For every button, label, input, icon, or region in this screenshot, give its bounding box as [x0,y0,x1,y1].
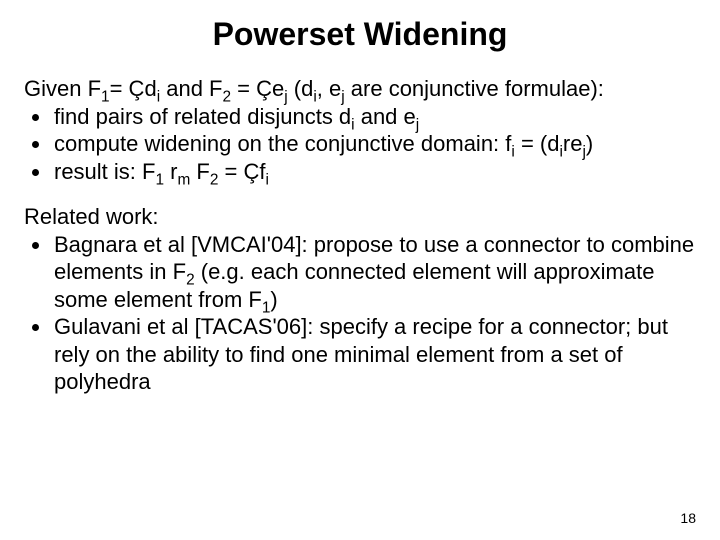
page-number: 18 [680,510,696,526]
list-item: compute widening on the conjunctive doma… [52,130,696,158]
txt: = Çe [231,76,284,101]
bullets-1: find pairs of related disjuncts d i and e… [24,103,696,186]
sub-i: i [266,171,269,188]
txt: (d [288,76,314,101]
related-block: Related work: Bagnara et al [VMCAI'04]: … [24,203,696,396]
slide: Powerset Widening Given F1= Çdi and F2 =… [0,0,720,540]
txt: and e [355,104,416,129]
given-line: Given F1= Çdi and F2 = Çej (di, ej are c… [24,75,696,103]
list-item: Gulavani et al [TACAS'06]: specify a rec… [52,313,696,396]
txt: Gulavani et al [TACAS'06]: specify a rec… [54,314,668,394]
txt: result is: F [54,159,155,184]
txt: compute widening on the conjunctive doma… [54,131,511,156]
bullets-2: Bagnara et al [VMCAI'04]: propose to use… [24,231,696,396]
sub-1: 1 [155,171,164,188]
given-block: Given F1= Çdi and F2 = Çej (di, ej are c… [24,75,696,185]
list-item: find pairs of related disjuncts di and e… [52,103,696,131]
txt: ) [270,287,277,312]
txt: Given F [24,76,101,101]
txt: = Çd [110,76,157,101]
txt: ) [586,131,593,156]
txt: = (d [515,131,560,156]
txt: r [164,159,177,184]
txt: are conjunctive formulae): [345,76,604,101]
txt: , e [317,76,341,101]
txt: F [190,159,210,184]
sub-m: m [177,171,190,188]
list-item: Bagnara et al [VMCAI'04]: propose to use… [52,231,696,314]
list-item: result is: F1 rm F2 = Çfi [52,158,696,186]
txt: find pairs of related disjuncts d [54,104,351,129]
slide-title: Powerset Widening [24,16,696,53]
related-label: Related work: [24,203,696,231]
txt: = Çf [218,159,265,184]
txt: re [563,131,583,156]
txt: and F [160,76,222,101]
